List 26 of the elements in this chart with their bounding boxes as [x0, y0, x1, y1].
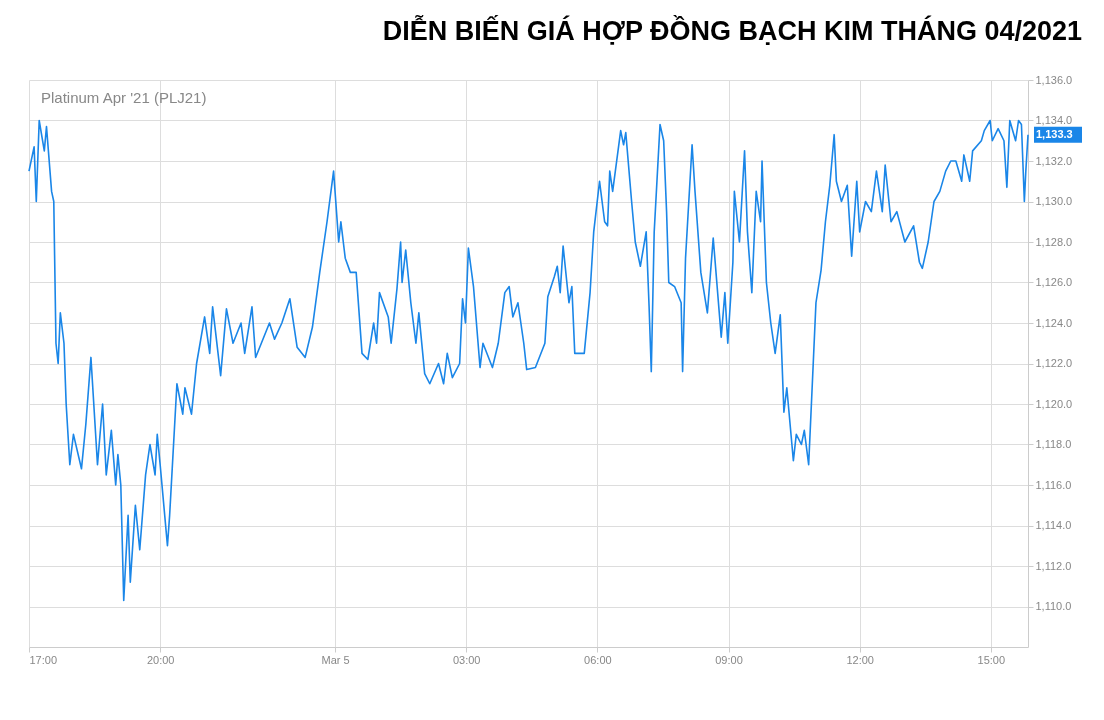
annotation: Platinum Apr '21 (PLJ21): [41, 89, 207, 106]
x-tick-label: 12:00: [846, 653, 874, 666]
y-tick-label: 1,126.0: [1035, 276, 1073, 288]
y-tick-label: 1,120.0: [1035, 397, 1073, 410]
y-tick-label: 1,118.0: [1035, 438, 1072, 450]
y-tick-label: 1,128.0: [1035, 235, 1073, 248]
x-tick-label: 17:00: [29, 653, 58, 666]
y-tick-label: 1,130.0: [1035, 195, 1073, 207]
y-tick-label: 1,116.0: [1035, 478, 1072, 491]
y-tick-label: 1,134.0: [1035, 114, 1073, 126]
x-tick-label: 09:00: [715, 653, 743, 666]
annotation: 1,133.3: [1036, 127, 1073, 140]
chart-title: DIỄN BIẾN GIÁ HỢP ĐỒNG BẠCH KIM THÁNG 04/2021: [382, 15, 1082, 46]
y-tick-label: 1,112.0: [1035, 559, 1072, 572]
y-tick-label: 1,132.0: [1035, 154, 1073, 167]
y-tick-label: 1,124.0: [1035, 316, 1073, 329]
x-tick-label: 20:00: [146, 653, 175, 666]
y-tick-label: 1,114.0: [1035, 519, 1072, 531]
x-tick-label: 06:00: [584, 653, 612, 666]
x-tick-label: 03:00: [452, 653, 481, 666]
x-tick-label: Mar 5: [321, 653, 350, 666]
y-tick-label: 1,122.0: [1035, 357, 1073, 369]
y-tick-label: 1,110.0: [1035, 600, 1072, 612]
x-tick-label: 15:00: [977, 653, 1006, 666]
line-series: [28, 119, 1029, 602]
y-tick-label: 1,136.0: [1035, 73, 1073, 86]
